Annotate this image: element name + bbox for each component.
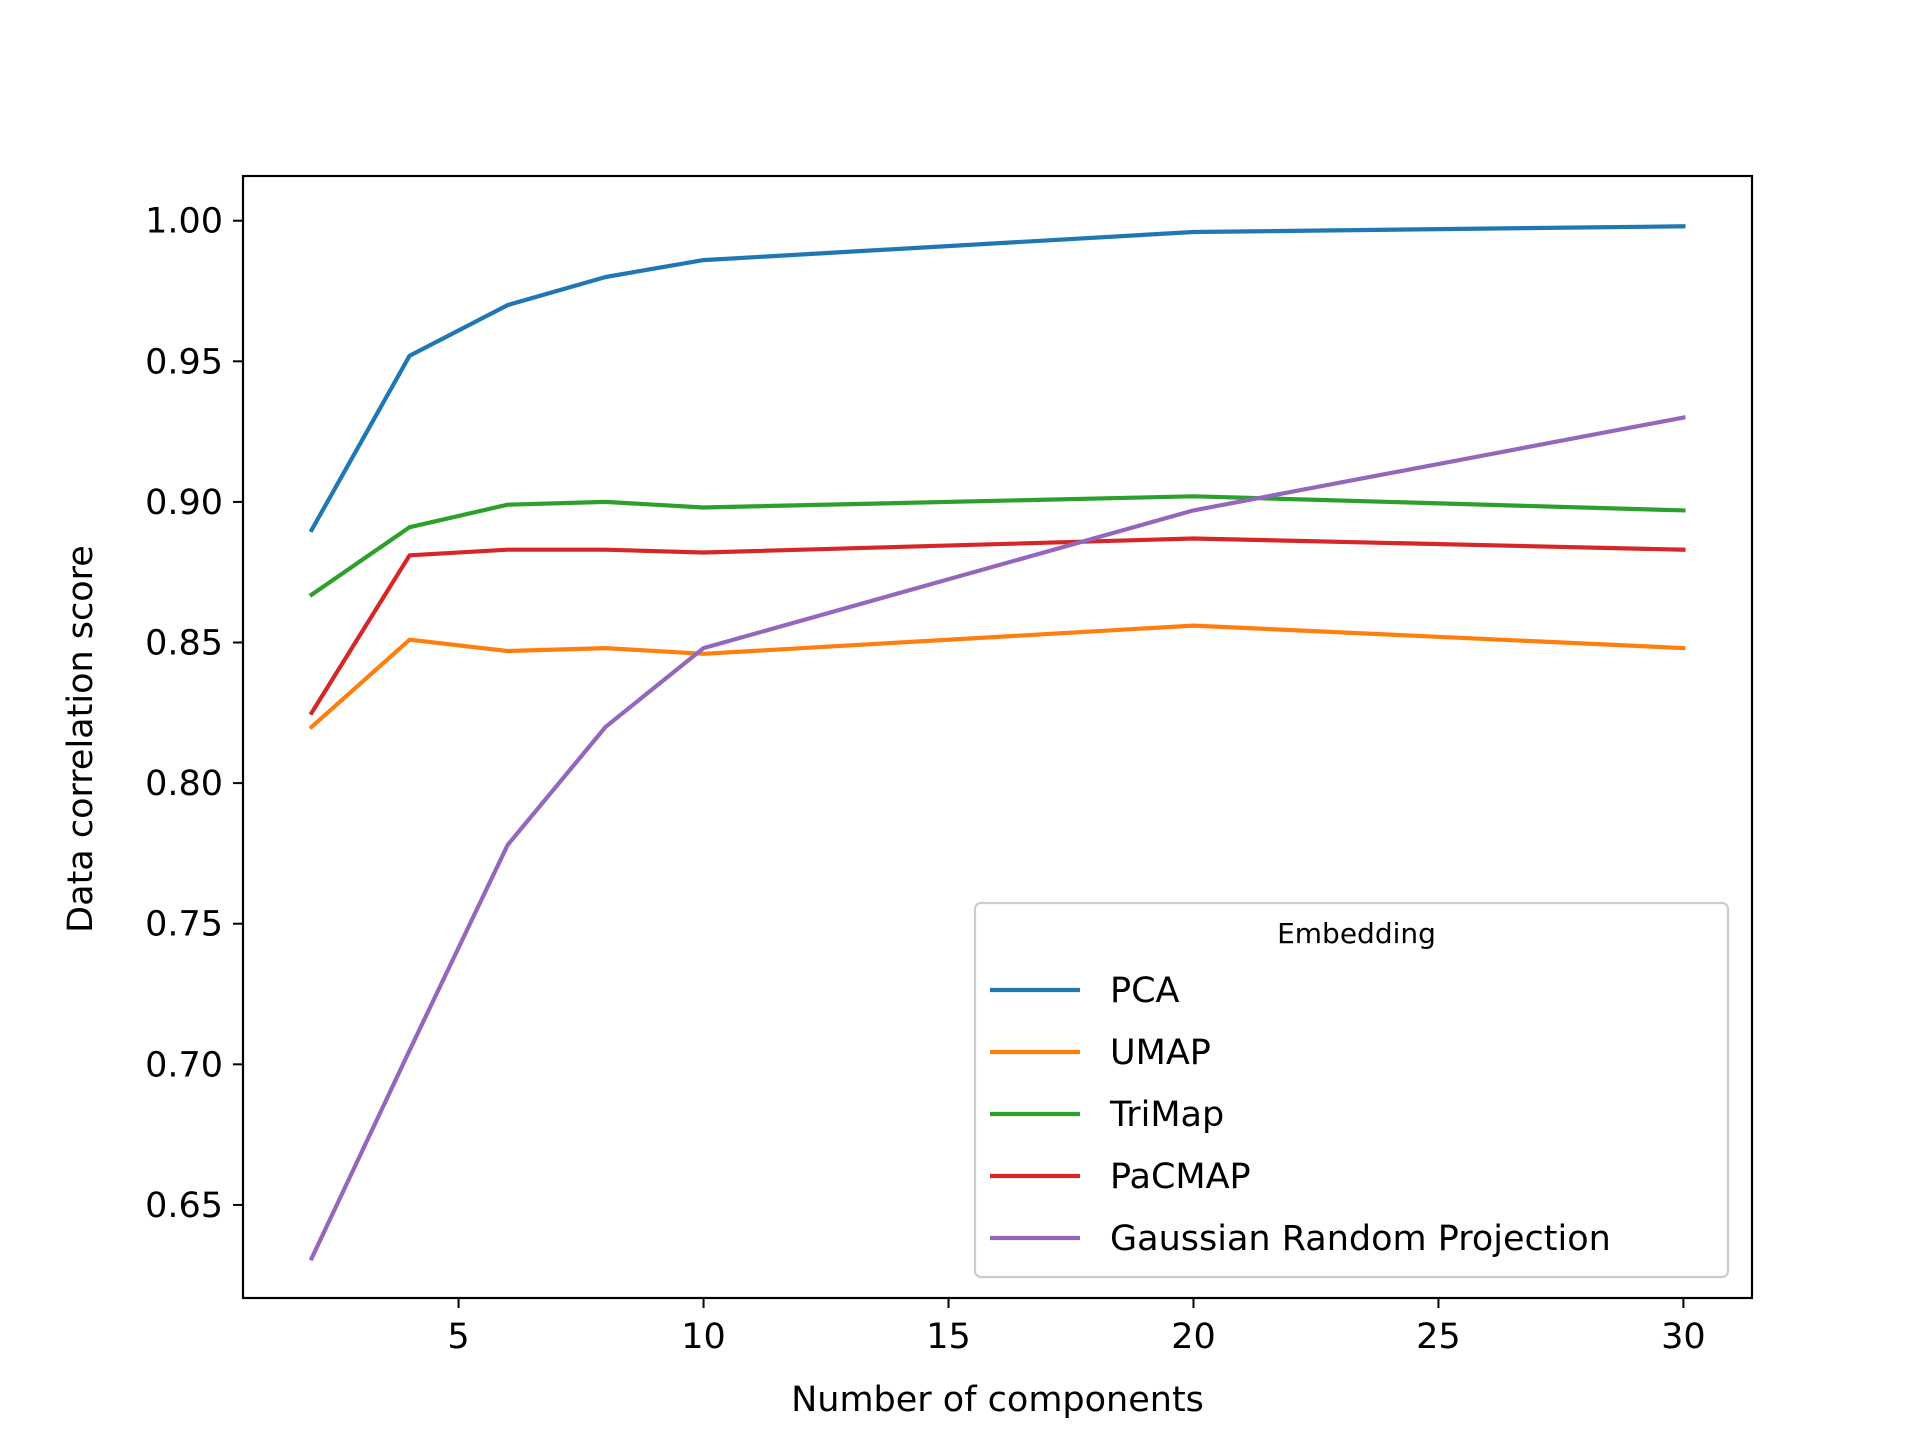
y-tick-label: 0.70 [145, 1045, 223, 1085]
series-line-4 [308, 415, 1686, 1262]
y-tick-label: 0.65 [145, 1186, 223, 1226]
y-axis-label: Data correlation score [61, 545, 101, 933]
legend-entries: PCA UMAP TriMap PaCMAP Gaussian Random Proje… [990, 971, 1611, 1259]
y-tick-label: 0.85 [145, 624, 223, 664]
x-tick-label: 30 [1661, 1317, 1706, 1357]
y-tick-label: 0.75 [145, 905, 223, 945]
y-tick-label: 0.95 [145, 342, 223, 382]
series-line-1 [308, 623, 1686, 730]
plot-frame [241, 174, 1754, 1300]
legend-title: Embedding [1277, 917, 1436, 950]
x-tick-label: 10 [681, 1317, 726, 1357]
series-line-3 [308, 536, 1686, 716]
x-tick-label: 5 [447, 1317, 469, 1357]
series-line-2 [308, 494, 1686, 598]
x-tick-label: 25 [1416, 1317, 1461, 1357]
x-axis-label: Number of components [791, 1380, 1204, 1420]
legend-box [973, 901, 1730, 1279]
series-layer [308, 224, 1686, 1262]
x-tick-label: 15 [926, 1317, 971, 1357]
y-tick-label: 0.80 [145, 764, 223, 804]
legend: Embedding PCA UMAP TriMap PaCMAP Gaussian Ra… [973, 901, 1730, 1279]
series-line-0 [308, 224, 1686, 533]
y-tick-label: 0.90 [145, 483, 223, 523]
legend-label: PCA [1110, 971, 1180, 1011]
y-tick-label: 1.00 [145, 202, 223, 242]
x-tick-label: 20 [1171, 1317, 1216, 1357]
axis-layer: 5 10 15 20 25 30 0.65 0.70 0.75 0.80 0.85 0.90 0.95 1… [145, 202, 1706, 1357]
legend-label: TriMap [1109, 1095, 1224, 1135]
legend-label: PaCMAP [1110, 1157, 1251, 1197]
legend-label: Gaussian Random Projection [1110, 1219, 1611, 1259]
legend-label: UMAP [1110, 1033, 1211, 1073]
